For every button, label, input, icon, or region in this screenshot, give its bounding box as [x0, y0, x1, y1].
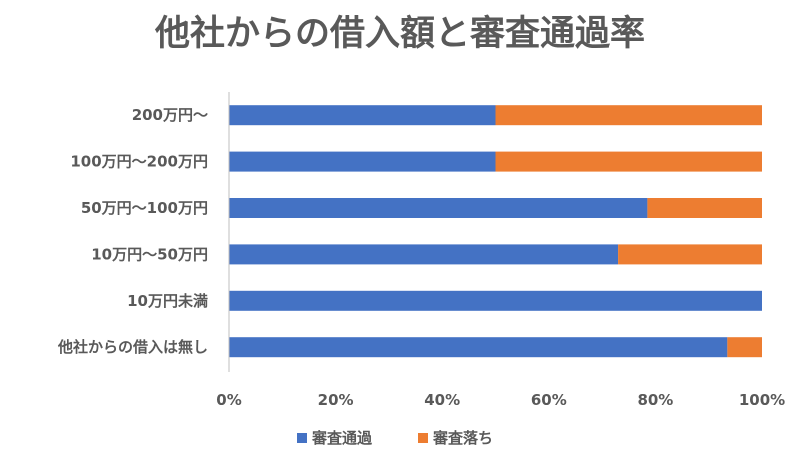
x-tick-label: 60% [531, 391, 567, 409]
bar-pass [229, 151, 496, 172]
x-tick-label: 20% [318, 391, 354, 409]
bar-pass [229, 290, 762, 311]
category-label: 10万円～50万円 [91, 245, 208, 263]
x-tick-label: 80% [637, 391, 673, 409]
bar-pass [229, 337, 728, 358]
category-label: 10万円未満 [127, 292, 208, 310]
legend-swatch [418, 433, 428, 443]
bar-pass [229, 105, 496, 126]
legend-label: 審査通過 [311, 429, 373, 447]
x-tick-label: 40% [424, 391, 460, 409]
bar-pass [229, 244, 619, 265]
bar-fail [727, 337, 762, 358]
bar-pass [229, 198, 648, 218]
plot-area: 200万円～ 100万円～200万円 50万円～100万円 10万円～50万円 10万円… [57, 105, 762, 358]
category-label: 200万円～ [132, 106, 208, 124]
x-tick-label: 100% [739, 391, 785, 409]
chart-title: 他社からの借入額と審査通過率 [154, 14, 645, 54]
category-label: 100万円～200万円 [70, 153, 208, 171]
category-label: 他社からの借入は無し [57, 338, 208, 356]
bar-fail [495, 105, 762, 126]
bar-fail [618, 244, 762, 265]
bar-fail [647, 198, 762, 218]
x-axis-ticks: 0% 20% 40% 60% 80% 100% [216, 391, 785, 409]
legend-label: 審査落ち [432, 429, 493, 447]
legend: 審査通過 審査落ち [297, 429, 493, 447]
bar-fail [495, 151, 762, 172]
category-label: 50万円～100万円 [81, 199, 208, 217]
x-tick-label: 0% [216, 391, 241, 409]
legend-swatch [297, 433, 307, 443]
